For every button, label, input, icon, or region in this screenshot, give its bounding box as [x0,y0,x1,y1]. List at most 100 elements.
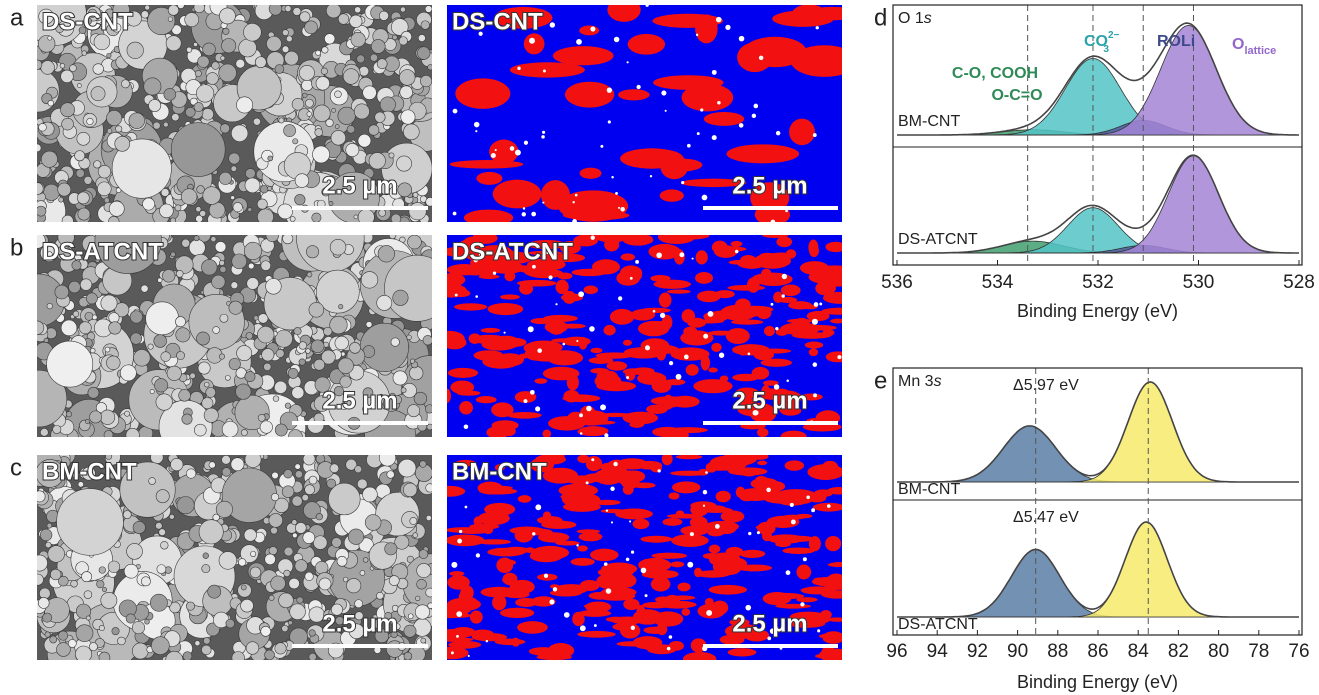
cnt-region [628,34,665,55]
void-speck [531,212,536,217]
particle [61,320,77,336]
particle [195,641,200,646]
void-speck [717,101,720,104]
particle [244,242,262,260]
particle [162,270,175,283]
particle [299,359,305,365]
cnt-region [577,545,588,551]
void-speck [594,624,597,627]
void-speck [703,505,705,507]
void-speck [800,602,804,606]
particle [257,199,267,209]
void-speck [819,303,822,306]
cnt-region [511,638,520,647]
particle [209,462,216,469]
cnt-region [641,338,670,353]
cnt-region [565,82,614,108]
cnt-region [711,343,721,352]
particle [169,514,174,519]
void-speck [627,61,629,63]
particle [393,371,407,385]
void-speck [575,194,578,197]
void-speck [465,506,468,509]
particle [186,47,191,52]
particle [204,382,209,387]
particle [305,485,315,495]
void-speck [705,471,708,474]
cnt-region [812,577,847,587]
cnt-region [773,292,783,303]
particle [158,278,162,282]
particle [401,388,406,393]
particle [170,218,175,223]
particle [265,650,275,660]
sem-image [16,0,443,239]
cnt-region [651,577,671,592]
particle [391,214,401,224]
void-speck [811,508,815,512]
cnt-region [709,585,747,595]
particle [167,366,182,381]
particle [305,572,314,581]
cnt-region [808,240,818,256]
particle [179,389,191,401]
cnt-region [618,89,650,100]
void-speck [813,133,817,137]
void-speck [739,123,744,128]
particle [231,125,248,142]
particle [105,347,110,352]
particle [417,579,427,589]
particle [418,34,425,41]
cnt-region [809,348,819,356]
cnt-region [531,318,552,324]
particle [222,421,238,437]
particle [268,156,273,161]
cnt-region [687,318,706,328]
cnt-region [659,293,672,308]
cnt-region [713,561,721,572]
void-speck [453,109,458,114]
cnt-region [590,348,602,354]
fit-component [897,522,1299,617]
x-tick-label: 96 [886,641,907,662]
particle [233,202,242,211]
cnt-region [454,303,487,310]
particle [194,424,206,436]
particle [263,363,271,371]
particle [409,366,423,380]
cnt-region [731,241,743,247]
particle [160,541,168,549]
particle [332,537,342,547]
particle [237,346,252,361]
cnt-region [500,294,520,299]
particle [275,65,284,74]
void-speck [591,236,595,240]
cnt-region [570,394,594,400]
particle [413,619,431,637]
void-speck [812,319,818,325]
particle [141,11,148,18]
particle [292,533,297,538]
particle [285,5,291,11]
void-speck [591,458,594,461]
cnt-region [615,508,653,519]
particle [335,125,339,129]
void-speck [476,553,480,557]
particle [399,70,415,86]
cnt-region [662,453,673,466]
particle [330,464,339,473]
particle [410,517,417,524]
void-speck [580,625,586,631]
particle [88,387,99,398]
particle [355,7,361,13]
cnt-region [590,549,619,561]
particle [340,376,351,387]
cnt-region [782,547,814,554]
scale-label: 2.5 µm [322,610,397,637]
particle [247,278,259,290]
void-speck [530,390,535,395]
particle [204,408,218,422]
particle [343,577,348,582]
cnt-region [821,590,854,598]
particle [309,630,316,637]
